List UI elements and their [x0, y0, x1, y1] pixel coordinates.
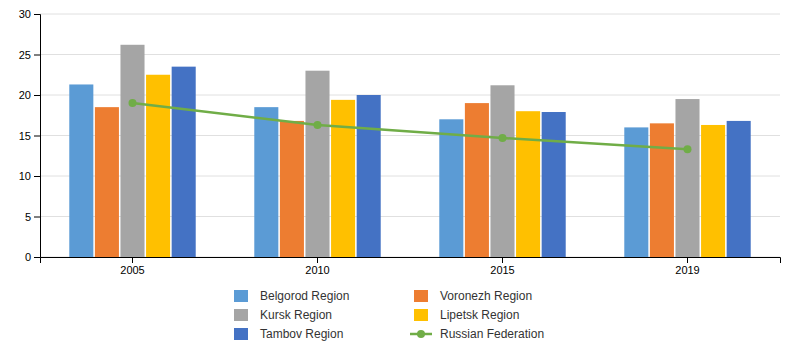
grid	[40, 14, 780, 257]
bar-series	[146, 75, 725, 257]
x-axis-line	[41, 258, 781, 264]
line	[133, 103, 688, 149]
bar-series	[120, 45, 699, 257]
legend-item: Voronezh Region	[414, 289, 532, 303]
legend-label: Lipetsk Region	[440, 308, 519, 322]
line-marker	[129, 99, 137, 107]
y-tick-line	[34, 14, 40, 15]
x-tick-line	[132, 257, 133, 263]
bar	[305, 71, 329, 257]
line-series	[129, 99, 692, 153]
bar	[120, 45, 144, 257]
legend-item: Lipetsk Region	[414, 308, 519, 322]
bar	[95, 107, 119, 257]
grid-line	[40, 54, 780, 55]
y-tick-label: 0	[25, 251, 31, 263]
legend-item: Tambov Region	[234, 327, 343, 341]
x-tick-line	[687, 257, 688, 263]
bar	[146, 75, 170, 257]
bar	[675, 99, 699, 257]
y-tick: 20	[19, 89, 40, 101]
y-tick: 0	[25, 251, 40, 263]
bar	[357, 95, 381, 257]
legend-label: Voronezh Region	[440, 289, 532, 303]
line-marker	[684, 145, 692, 153]
y-tick-line	[34, 136, 40, 137]
legend-swatch	[234, 328, 248, 340]
x-tick-line	[317, 257, 318, 263]
bar-series	[172, 67, 751, 257]
legend-swatch	[414, 290, 428, 302]
y-axis: 0 5 10 15 20 25 30	[19, 8, 41, 263]
bar	[172, 67, 196, 257]
bar	[280, 121, 304, 257]
x-tick-line	[502, 257, 503, 263]
y-tick: 10	[19, 170, 40, 182]
marks	[69, 45, 750, 257]
x-tick: 2015	[490, 257, 514, 276]
chart-container: 0 5 10 15 20 25 30 2005 2010 2015 2019 Belgorod Reg…	[0, 0, 796, 357]
bar	[465, 103, 489, 257]
x-axis: 2005 2010 2015 2019	[41, 257, 781, 276]
legend-swatch	[234, 309, 248, 321]
chart-svg: 0 5 10 15 20 25 30 2005 2010 2015 2019 Belgorod Reg…	[0, 0, 796, 357]
legend-label: Tambov Region	[260, 327, 343, 341]
legend-item: Russian Federation	[410, 327, 544, 341]
legend-marker	[417, 330, 425, 338]
legend: Belgorod Region Voronezh Region Kursk Regi…	[234, 289, 544, 341]
bar	[701, 125, 725, 257]
x-tick: 2005	[120, 257, 144, 276]
bar	[490, 85, 514, 257]
y-tick: 15	[19, 130, 40, 142]
bar	[69, 84, 93, 257]
y-tick-label: 5	[25, 211, 31, 223]
y-tick: 30	[19, 8, 40, 20]
x-tick-label: 2019	[675, 264, 699, 276]
plot-area: 0 5 10 15 20 25 30 2005 2010 2015 2019	[19, 8, 781, 276]
bar	[542, 112, 566, 257]
grid-line	[40, 14, 780, 15]
y-tick-line	[34, 95, 40, 96]
bar	[439, 119, 463, 257]
bar	[331, 100, 355, 257]
x-tick: 2019	[675, 257, 699, 276]
y-tick-line	[34, 217, 40, 218]
line-marker	[499, 134, 507, 142]
bar	[254, 107, 278, 257]
line-marker	[314, 121, 322, 129]
x-tick-label: 2010	[305, 264, 329, 276]
bar	[727, 121, 751, 257]
legend-swatch	[414, 309, 428, 321]
y-tick-line	[34, 257, 40, 258]
x-tick-label: 2005	[120, 264, 144, 276]
legend-label: Kursk Region	[260, 308, 332, 322]
y-tick-line	[34, 176, 40, 177]
y-tick-label: 15	[19, 130, 31, 142]
legend-swatch	[234, 290, 248, 302]
legend-label: Russian Federation	[440, 327, 544, 341]
legend-item: Belgorod Region	[234, 289, 349, 303]
y-axis-line	[34, 15, 41, 258]
legend-label: Belgorod Region	[260, 289, 349, 303]
y-tick-label: 10	[19, 170, 31, 182]
bar	[516, 111, 540, 257]
y-tick-label: 25	[19, 49, 31, 61]
y-tick-label: 20	[19, 89, 31, 101]
x-tick-label: 2015	[490, 264, 514, 276]
y-tick-label: 30	[19, 8, 31, 20]
y-tick: 25	[19, 49, 40, 61]
y-tick: 5	[25, 211, 40, 223]
y-tick-line	[34, 55, 40, 56]
legend-item: Kursk Region	[234, 308, 332, 322]
bar	[650, 123, 674, 257]
x-tick: 2010	[305, 257, 329, 276]
